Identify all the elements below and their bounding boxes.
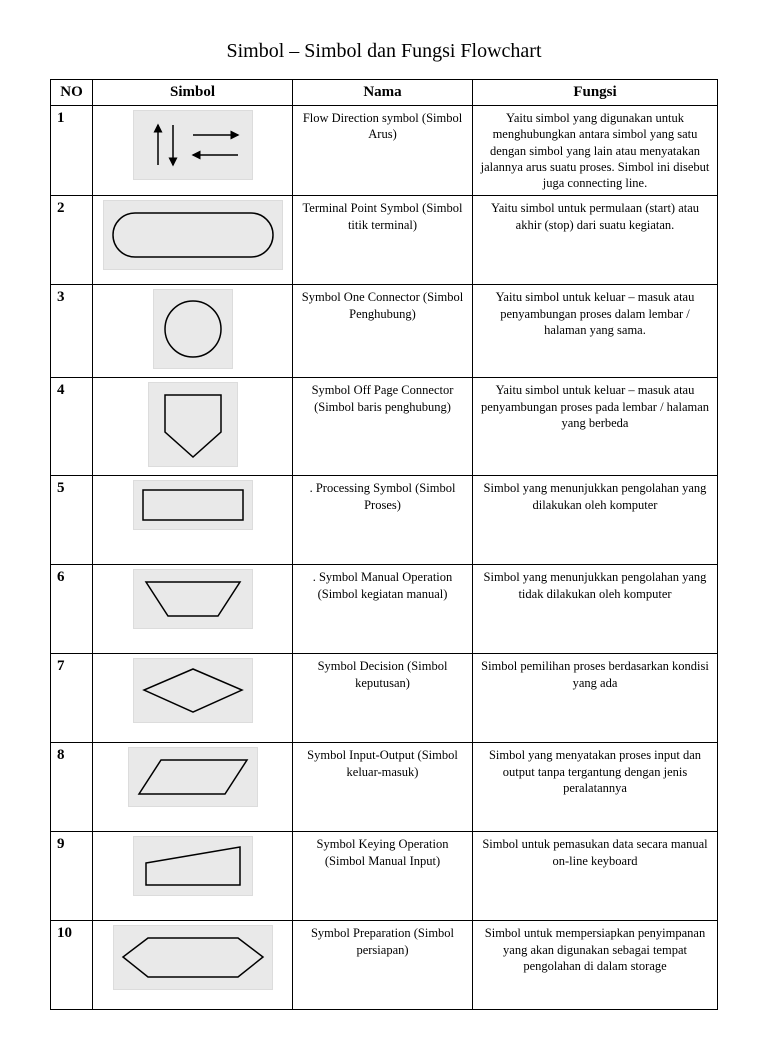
table-header-row: NO Simbol Nama Fungsi <box>51 80 718 106</box>
symbol-cell <box>93 285 293 378</box>
symbol-name: Symbol One Connector (Simbol Penghubung) <box>293 285 473 378</box>
symbol-function: Simbol yang menunjukkan pengolahan yang … <box>473 565 718 654</box>
symbol-cell <box>93 196 293 285</box>
table-row: 9 Symbol Keying Operation (Simbol Manual… <box>51 832 718 921</box>
row-number: 9 <box>51 832 93 921</box>
symbol-cell <box>93 378 293 476</box>
symbol-cell <box>93 654 293 743</box>
col-simbol: Simbol <box>93 80 293 106</box>
circle-icon <box>153 289 233 369</box>
offpage-icon <box>148 382 238 467</box>
symbol-cell <box>93 565 293 654</box>
row-number: 3 <box>51 285 93 378</box>
row-number: 5 <box>51 476 93 565</box>
col-fungsi: Fungsi <box>473 80 718 106</box>
col-no: NO <box>51 80 93 106</box>
flowchart-symbol-table: NO Simbol Nama Fungsi 1 Flow Direction s… <box>50 79 718 1010</box>
col-nama: Nama <box>293 80 473 106</box>
symbol-function: Simbol yang menyatakan proses input dan … <box>473 743 718 832</box>
symbol-function: Simbol pemilihan proses berdasarkan kond… <box>473 654 718 743</box>
rect-icon <box>133 480 253 530</box>
terminator-icon <box>103 200 283 270</box>
symbol-function: Yaitu simbol yang digunakan untuk menghu… <box>473 106 718 196</box>
symbol-function: Simbol yang menunjukkan pengolahan yang … <box>473 476 718 565</box>
row-number: 6 <box>51 565 93 654</box>
arrows-icon <box>133 110 253 180</box>
symbol-function: Yaitu simbol untuk permulaan (start) ata… <box>473 196 718 285</box>
symbol-name: Symbol Keying Operation (Simbol Manual I… <box>293 832 473 921</box>
symbol-cell <box>93 106 293 196</box>
table-row: 4 Symbol Off Page Connector (Simbol bari… <box>51 378 718 476</box>
symbol-function: Yaitu simbol untuk keluar – masuk atau p… <box>473 378 718 476</box>
table-row: 7 Symbol Decision (Simbol keputusan)Simb… <box>51 654 718 743</box>
symbol-name: . Symbol Manual Operation (Simbol kegiat… <box>293 565 473 654</box>
row-number: 4 <box>51 378 93 476</box>
table-row: 2 Terminal Point Symbol (Simbol titik te… <box>51 196 718 285</box>
symbol-name: Terminal Point Symbol (Simbol titik term… <box>293 196 473 285</box>
table-row: 1 Flow Direction symbol (Simbol Arus)Yai… <box>51 106 718 196</box>
symbol-function: Simbol untuk mempersiapkan penyimpanan y… <box>473 921 718 1010</box>
decision-icon <box>133 658 253 723</box>
keying-icon <box>133 836 253 896</box>
row-number: 8 <box>51 743 93 832</box>
row-number: 10 <box>51 921 93 1010</box>
row-number: 2 <box>51 196 93 285</box>
symbol-function: Simbol untuk pemasukan data secara manua… <box>473 832 718 921</box>
page-title: Simbol – Simbol dan Fungsi Flowchart <box>50 40 718 63</box>
table-row: 5 . Processing Symbol (Simbol Proses)Sim… <box>51 476 718 565</box>
symbol-name: Symbol Preparation (Simbol persiapan) <box>293 921 473 1010</box>
table-row: 10 Symbol Preparation (Simbol persiapan)… <box>51 921 718 1010</box>
io-icon <box>128 747 258 807</box>
symbol-cell <box>93 476 293 565</box>
symbol-cell <box>93 743 293 832</box>
table-row: 8 Symbol Input-Output (Simbol keluar-mas… <box>51 743 718 832</box>
table-row: 6 . Symbol Manual Operation (Simbol kegi… <box>51 565 718 654</box>
manualop-icon <box>133 569 253 629</box>
symbol-name: Symbol Off Page Connector (Simbol baris … <box>293 378 473 476</box>
preparation-icon <box>113 925 273 990</box>
row-number: 7 <box>51 654 93 743</box>
table-row: 3 Symbol One Connector (Simbol Penghubun… <box>51 285 718 378</box>
symbol-cell <box>93 832 293 921</box>
symbol-cell <box>93 921 293 1010</box>
symbol-name: Flow Direction symbol (Simbol Arus) <box>293 106 473 196</box>
symbol-function: Yaitu simbol untuk keluar – masuk atau p… <box>473 285 718 378</box>
row-number: 1 <box>51 106 93 196</box>
symbol-name: . Processing Symbol (Simbol Proses) <box>293 476 473 565</box>
symbol-name: Symbol Input-Output (Simbol keluar-masuk… <box>293 743 473 832</box>
symbol-name: Symbol Decision (Simbol keputusan) <box>293 654 473 743</box>
